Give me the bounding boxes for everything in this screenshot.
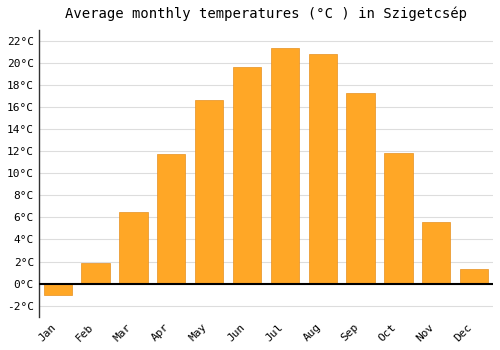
Bar (82, 262, 110, 284)
Bar (233, 67, 261, 284)
Bar (460, 269, 488, 284)
Bar (270, 48, 299, 284)
Bar (44, 284, 72, 295)
Bar (346, 92, 375, 284)
Bar (422, 222, 450, 284)
Title: Average monthly temperatures (°C ) in Szigetcsép: Average monthly temperatures (°C ) in Sz… (65, 7, 467, 21)
Bar (157, 154, 186, 284)
Bar (195, 100, 224, 284)
Bar (119, 212, 148, 284)
Bar (384, 153, 412, 284)
Bar (308, 54, 337, 284)
